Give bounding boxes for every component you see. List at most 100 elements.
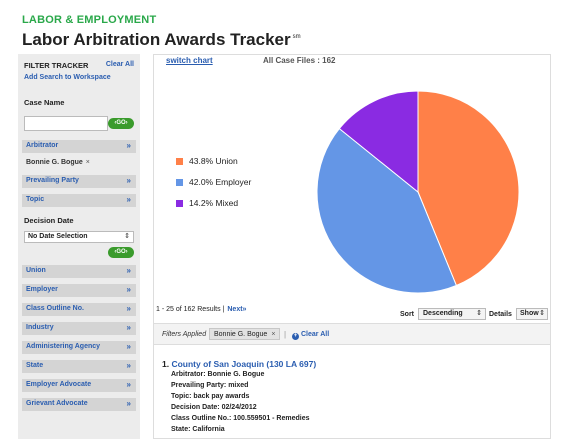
switch-chart-link[interactable]: switch chart xyxy=(166,56,213,65)
section-label: Topic xyxy=(26,196,45,203)
page-title-text: Labor Arbitration Awards Tracker xyxy=(22,30,291,49)
filter-sidebar: FILTER TRACKER Clear All Add Search to W… xyxy=(18,54,140,439)
section-state[interactable]: State » xyxy=(22,360,136,373)
chevron-right-icon: » xyxy=(126,342,131,351)
section-label: Administering Agency xyxy=(26,343,101,350)
select-arrows-icon: ⇕ xyxy=(476,310,482,317)
legend-label: 42.0% Employer xyxy=(189,177,252,187)
case-number: 1. xyxy=(162,359,170,369)
go-label: GO xyxy=(116,249,126,255)
section-label: Prevailing Party xyxy=(26,177,79,184)
legend-swatch xyxy=(176,200,183,207)
chevron-right-icon: » xyxy=(126,176,131,185)
section-label: Employer Advocate xyxy=(26,381,92,388)
pie-slice-0[interactable] xyxy=(417,90,520,287)
filter-sections: Union» Employer» Class Outline No.» Industr… xyxy=(22,265,136,411)
plus-circle-icon: + xyxy=(292,333,299,340)
case-field: Topic: back pay awards xyxy=(171,393,250,400)
legend-swatch xyxy=(176,158,183,165)
filters-applied-label: Filters Applied xyxy=(162,331,207,338)
case-fields: Arbitrator: Bonnie G. Bogue Prevailing Pa… xyxy=(162,371,316,437)
chevron-right-icon: » xyxy=(126,141,131,150)
results-separator: | xyxy=(222,306,225,313)
details-value: Show xyxy=(520,310,539,317)
section-label: Class Outline No. xyxy=(26,305,84,312)
results-count: 1 - 25 of 162 Results xyxy=(156,306,221,313)
page-title: Labor Arbitration Awards Tracker sm xyxy=(22,30,301,50)
arbitrator-chip: Bonnie G. Bogue × xyxy=(26,159,136,169)
clear-all-label: Clear All xyxy=(301,331,330,338)
decision-date-label: Decision Date xyxy=(24,216,74,225)
pie-slice-1[interactable] xyxy=(316,127,458,294)
section-label: Union xyxy=(26,267,46,274)
decision-date-go-button[interactable]: ‹GO› xyxy=(108,247,134,258)
section-kicker: LABOR & EMPLOYMENT xyxy=(22,14,157,26)
legend-label: 43.8% Union xyxy=(189,156,238,166)
filters-applied-bar: Filters Applied Bonnie G. Bogue × | + Clea… xyxy=(154,323,550,345)
case-name-label: Case Name xyxy=(24,98,65,107)
section-label: Employer xyxy=(26,286,58,293)
case-field: Decision Date: 02/24/2012 xyxy=(171,404,257,411)
chevron-right-icon: » xyxy=(126,304,131,313)
case-name-input[interactable] xyxy=(24,116,108,131)
sort-label: Sort xyxy=(400,311,414,318)
section-class-outline-no[interactable]: Class Outline No. » xyxy=(22,303,136,316)
section-arbitrator[interactable]: Arbitrator » xyxy=(22,140,136,153)
section-employer[interactable]: Employer » xyxy=(22,284,136,297)
applied-filter-label: Bonnie G. Bogue xyxy=(214,331,268,338)
clear-all-link[interactable]: Clear All xyxy=(105,61,134,68)
sort-value: Descending xyxy=(423,310,463,317)
go-label: GO xyxy=(116,120,126,126)
select-arrows-icon: ⇕ xyxy=(124,233,130,240)
section-label: State xyxy=(26,362,44,369)
section-employer-advocate[interactable]: Employer Advocate » xyxy=(22,379,136,392)
case-field: Prevailing Party: mixed xyxy=(171,382,249,389)
applied-filter-chip: Bonnie G. Bogue × xyxy=(209,328,281,340)
pie-chart xyxy=(316,90,520,294)
filters-separator: | xyxy=(284,330,287,339)
section-label: Industry xyxy=(26,324,54,331)
details-label: Details xyxy=(489,311,512,318)
chevron-right-icon: » xyxy=(126,266,131,275)
chevron-right-icon: » xyxy=(126,399,131,408)
section-grievant-advocate[interactable]: Grievant Advocate » xyxy=(22,398,136,411)
case-title-link[interactable]: County of San Joaquin (130 LA 697) xyxy=(171,359,317,369)
filter-tracker-heading: FILTER TRACKER xyxy=(24,61,89,70)
case-name-go-button[interactable]: ‹GO› xyxy=(108,118,134,129)
arbitrator-chip-label: Bonnie G. Bogue xyxy=(26,159,83,166)
section-label: Arbitrator xyxy=(26,142,59,149)
chevron-right-icon: » xyxy=(126,323,131,332)
remove-icon[interactable]: × xyxy=(271,331,276,338)
case-field: State: California xyxy=(171,426,225,433)
decision-date-value: No Date Selection xyxy=(28,233,88,240)
legend-label: 14.2% Mixed xyxy=(189,198,239,208)
section-industry[interactable]: Industry » xyxy=(22,322,136,335)
section-label: Grievant Advocate xyxy=(26,400,88,407)
case-title-row: 1. County of San Joaquin (130 LA 697) xyxy=(162,359,316,371)
chevron-right-icon: » xyxy=(126,361,131,370)
chevron-right-icon: » xyxy=(126,285,131,294)
select-arrows-icon: ⇕ xyxy=(539,310,545,317)
chevron-right-icon: » xyxy=(126,380,131,389)
remove-icon[interactable]: × xyxy=(85,159,90,166)
pie-slice-2[interactable] xyxy=(338,90,419,194)
results-panel: switch chart All Case Files : 162 43.8% … xyxy=(153,54,551,439)
case-field: Class Outline No.: 100.559501 - Remedies xyxy=(171,415,310,422)
details-select[interactable]: Show ⇕ xyxy=(516,308,548,320)
next-page-link[interactable]: Next» xyxy=(227,306,247,313)
case-result-item: 1. County of San Joaquin (130 LA 697) Ar… xyxy=(162,359,316,437)
section-administering-agency[interactable]: Administering Agency » xyxy=(22,341,136,354)
case-field: Arbitrator: Bonnie G. Bogue xyxy=(171,371,265,378)
clear-all-filters-link[interactable]: + Clear All xyxy=(292,331,329,340)
chevron-right-icon: » xyxy=(126,195,131,204)
service-mark: sm xyxy=(292,34,301,41)
results-summary: 1 - 25 of 162 Results | Next» xyxy=(156,306,246,313)
decision-date-select[interactable]: No Date Selection ⇕ xyxy=(24,231,134,243)
section-union[interactable]: Union » xyxy=(22,265,136,278)
sort-select[interactable]: Descending ⇕ xyxy=(418,308,486,320)
section-prevailing-party[interactable]: Prevailing Party » xyxy=(22,175,136,188)
all-case-files-count: All Case Files : 162 xyxy=(263,56,336,65)
add-search-link[interactable]: Add Search to Workspace xyxy=(24,74,111,81)
legend-swatch xyxy=(176,179,183,186)
section-topic[interactable]: Topic » xyxy=(22,194,136,207)
